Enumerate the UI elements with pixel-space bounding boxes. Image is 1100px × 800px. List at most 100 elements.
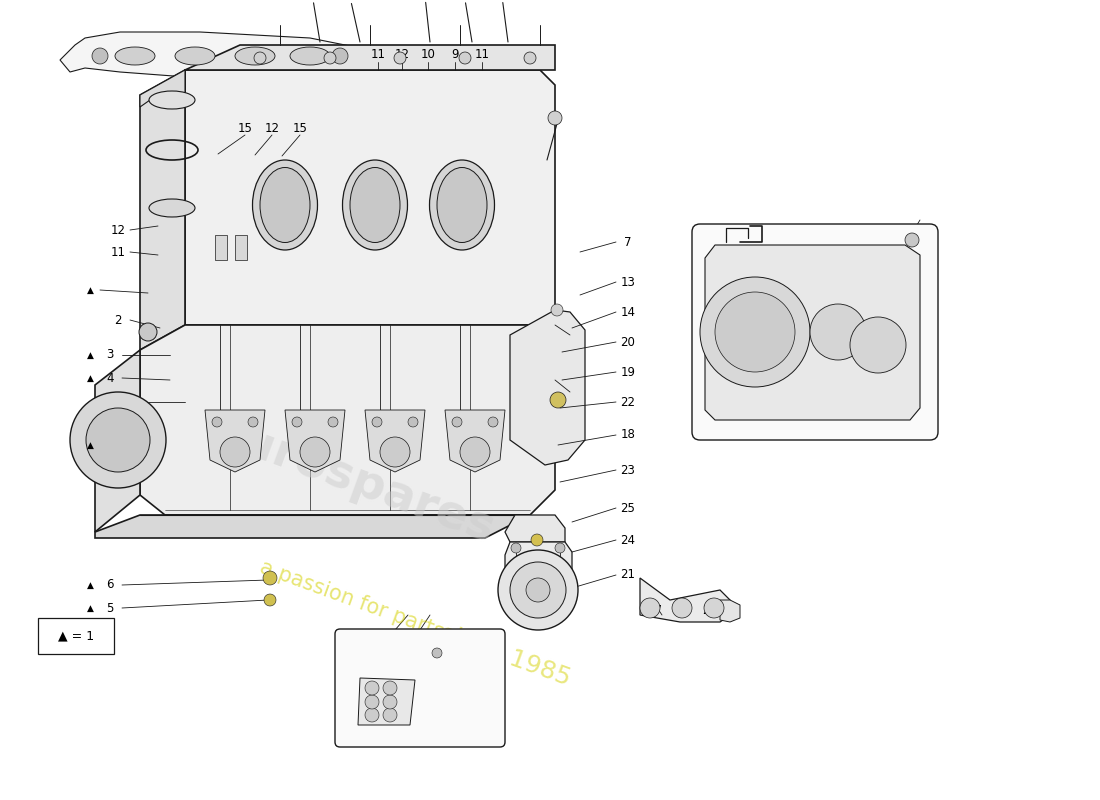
Circle shape: [550, 392, 566, 408]
Circle shape: [452, 417, 462, 427]
Circle shape: [850, 317, 906, 373]
Circle shape: [383, 708, 397, 722]
Text: 26: 26: [674, 603, 690, 617]
Text: 14: 14: [620, 306, 636, 318]
Polygon shape: [95, 515, 530, 538]
Circle shape: [212, 417, 222, 427]
Text: ▲: ▲: [87, 350, 94, 359]
Circle shape: [548, 111, 562, 125]
Circle shape: [551, 304, 563, 316]
Text: 19: 19: [620, 366, 636, 378]
Text: 23: 23: [620, 463, 636, 477]
Circle shape: [704, 598, 724, 618]
Text: ▲: ▲: [87, 374, 94, 382]
Text: 11: 11: [371, 49, 385, 62]
Text: ▲: ▲: [87, 603, 94, 613]
Circle shape: [328, 417, 338, 427]
Polygon shape: [505, 515, 565, 542]
Bar: [235, 235, 248, 260]
Text: 2: 2: [114, 314, 122, 326]
Polygon shape: [185, 45, 556, 70]
Polygon shape: [365, 410, 425, 472]
Ellipse shape: [253, 160, 318, 250]
Text: 11: 11: [474, 49, 490, 62]
Circle shape: [332, 48, 348, 64]
Circle shape: [324, 52, 336, 64]
Polygon shape: [640, 578, 730, 622]
Text: 18: 18: [620, 429, 636, 442]
Circle shape: [379, 437, 410, 467]
Text: 29: 29: [390, 706, 406, 718]
Polygon shape: [140, 325, 556, 515]
Ellipse shape: [260, 167, 310, 242]
Circle shape: [460, 437, 490, 467]
Circle shape: [810, 304, 866, 360]
Circle shape: [715, 292, 795, 372]
Circle shape: [905, 233, 918, 247]
Circle shape: [672, 598, 692, 618]
Text: 10: 10: [420, 49, 436, 62]
Text: ▲: ▲: [87, 441, 94, 450]
Text: 11: 11: [110, 246, 125, 258]
Ellipse shape: [429, 160, 495, 250]
Text: 20: 20: [620, 335, 636, 349]
Text: 9: 9: [451, 49, 459, 62]
Polygon shape: [446, 410, 505, 472]
Circle shape: [292, 417, 302, 427]
Circle shape: [498, 550, 578, 630]
Ellipse shape: [350, 167, 400, 242]
Bar: [214, 235, 227, 260]
Circle shape: [365, 708, 380, 722]
Ellipse shape: [148, 199, 195, 217]
Polygon shape: [140, 70, 185, 350]
Text: 12: 12: [264, 122, 279, 134]
Ellipse shape: [290, 47, 330, 65]
Ellipse shape: [235, 47, 275, 65]
Polygon shape: [358, 678, 415, 725]
Circle shape: [556, 543, 565, 553]
Polygon shape: [705, 245, 920, 420]
Ellipse shape: [437, 167, 487, 242]
Circle shape: [531, 534, 543, 546]
Circle shape: [408, 417, 418, 427]
Circle shape: [70, 392, 166, 488]
Polygon shape: [720, 600, 740, 622]
Circle shape: [139, 323, 157, 341]
Circle shape: [365, 681, 380, 695]
Circle shape: [526, 578, 550, 602]
Circle shape: [383, 695, 397, 709]
Ellipse shape: [116, 47, 155, 65]
Circle shape: [700, 277, 810, 387]
Text: 4: 4: [107, 371, 113, 385]
Text: 6: 6: [107, 578, 113, 591]
Ellipse shape: [148, 91, 195, 109]
Text: 24: 24: [620, 534, 636, 546]
Circle shape: [248, 417, 258, 427]
FancyBboxPatch shape: [336, 629, 505, 747]
Circle shape: [220, 437, 250, 467]
Circle shape: [92, 48, 108, 64]
Text: 15: 15: [293, 122, 307, 134]
Text: 5: 5: [107, 602, 113, 614]
Circle shape: [459, 52, 471, 64]
Circle shape: [383, 681, 397, 695]
Polygon shape: [60, 32, 375, 80]
Text: ▲: ▲: [87, 581, 94, 590]
Ellipse shape: [342, 160, 407, 250]
Text: 7: 7: [625, 235, 631, 249]
Circle shape: [254, 52, 266, 64]
Polygon shape: [150, 100, 195, 210]
Circle shape: [512, 543, 521, 553]
Text: 12: 12: [110, 223, 125, 237]
Polygon shape: [510, 310, 585, 465]
Text: 25: 25: [620, 502, 636, 514]
Polygon shape: [285, 410, 345, 472]
Ellipse shape: [175, 47, 214, 65]
FancyBboxPatch shape: [692, 224, 938, 440]
Polygon shape: [205, 410, 265, 472]
Text: 17: 17: [110, 395, 125, 409]
Text: 28: 28: [703, 603, 717, 617]
Circle shape: [394, 52, 406, 64]
Polygon shape: [185, 70, 556, 325]
Text: 13: 13: [620, 275, 636, 289]
